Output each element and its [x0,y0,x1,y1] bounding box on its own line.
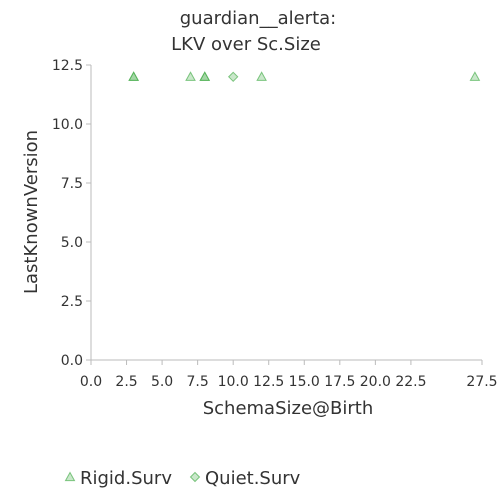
legend-label: Rigid.Surv [80,468,172,489]
x-tick-label: 2.5 [115,374,137,390]
y-tick-label: 12.5 [52,58,83,74]
x-tick-label: 10.0 [218,374,249,390]
y-tick-label: 7.5 [61,176,83,192]
x-axis-label: SchemaSize@Birth [203,398,374,419]
y-tick-label: 10.0 [52,117,83,133]
chart-title-line-1: guardian__alerta: [180,8,336,29]
legend: Rigid.Surv Quiet.Surv [64,468,301,489]
x-tick-label: 22.5 [395,374,426,390]
y-tick-label: 2.5 [61,294,83,310]
x-tick-label: 20.0 [360,374,391,390]
data-points [128,71,481,83]
data-point-triangle [256,71,267,81]
x-tick-label: 27.5 [466,374,497,390]
legend-triangle-icon [64,471,76,482]
data-point-diamond [227,71,239,83]
tick-labels: 0.02.55.07.510.012.50.0 2.5 5.0 7.5 10.0 12.5… [52,58,498,390]
x-tick-label: 12.5 [253,374,284,390]
x-tick-label: 15.0 [289,374,320,390]
y-tick-label: 5.0 [61,235,83,251]
data-point-triangle [185,71,196,81]
x-tick-label: 5.0 [151,374,173,390]
chart-title-line-2: LKV over Sc.Size [171,34,321,55]
x-tick-label: 7.5 [187,374,209,390]
legend-diamond-icon [189,471,201,483]
x-tick-label: 0.0 [80,374,102,390]
legend-label: Quiet.Surv [205,468,301,489]
y-tick-label: 0.0 [61,353,83,369]
x-tick-label: 17.5 [324,374,355,390]
chart-title: guardian__alerta: LKV over Sc.Size [171,8,336,55]
data-point-triangle [199,71,211,81]
data-point-triangle [128,71,140,81]
plot-axes [86,64,483,365]
y-axis-label: LastKnownVersion [21,130,42,294]
data-point-triangle [469,71,481,81]
